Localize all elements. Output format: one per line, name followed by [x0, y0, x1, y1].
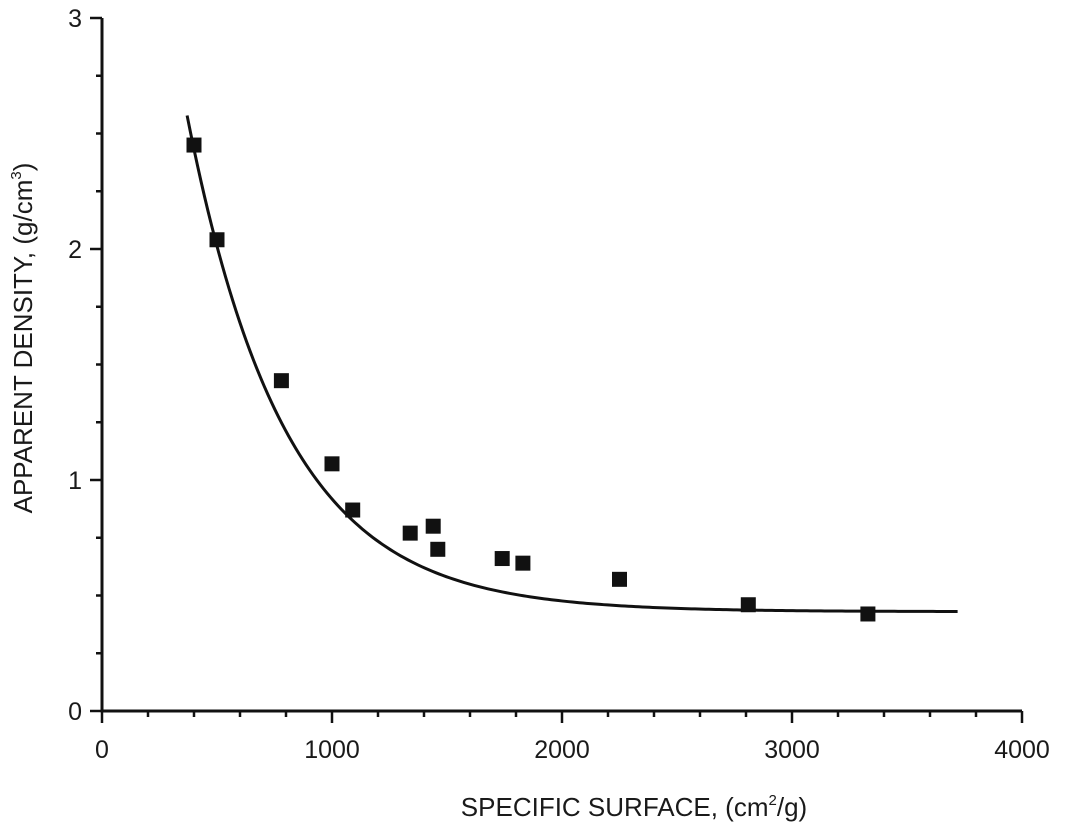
data-point	[430, 541, 446, 557]
data-point	[494, 551, 510, 567]
data-point	[186, 137, 202, 153]
y-tick-label: 3	[68, 5, 82, 33]
x-tick-label: 3000	[764, 736, 820, 764]
data-point	[209, 232, 225, 248]
y-axis-title-text: APPARENT DENSITY, (g/cm	[8, 180, 38, 514]
data-point	[425, 518, 441, 534]
x-tick-label: 2000	[534, 736, 590, 764]
axes	[100, 18, 1022, 713]
y-tick-label: 1	[68, 467, 82, 495]
data-point	[740, 597, 756, 613]
data-point	[860, 606, 876, 622]
x-tick-label: 4000	[994, 736, 1050, 764]
fit-curve	[185, 115, 958, 613]
data-point	[612, 571, 627, 587]
x-axis-title-text: SPECIFIC SURFACE, (cm	[461, 792, 769, 822]
tick-labels: 0 1000 2000 3000 4000 0 1 2 3	[68, 5, 1050, 764]
y-axis-title-sup: 3	[8, 171, 25, 179]
x-axis-title-unit: /g)	[777, 792, 807, 822]
y-axis-title-unit: )	[8, 163, 38, 172]
x-axis-title: SPECIFIC SURFACE, (cm2/g)	[461, 792, 807, 822]
data-point	[515, 555, 531, 571]
data-point	[345, 502, 361, 518]
ticks	[90, 16, 1024, 723]
data-points	[186, 137, 876, 622]
y-axis-title: APPARENT DENSITY, (g/cm3)	[8, 163, 38, 514]
y-tick-label: 2	[68, 236, 82, 264]
y-tick-label: 0	[68, 698, 82, 726]
data-point	[402, 525, 418, 541]
x-tick-label: 1000	[304, 736, 360, 764]
x-tick-label: 0	[95, 736, 109, 764]
data-point	[273, 373, 289, 389]
data-point	[324, 456, 340, 472]
x-axis-title-sup: 2	[769, 792, 777, 809]
